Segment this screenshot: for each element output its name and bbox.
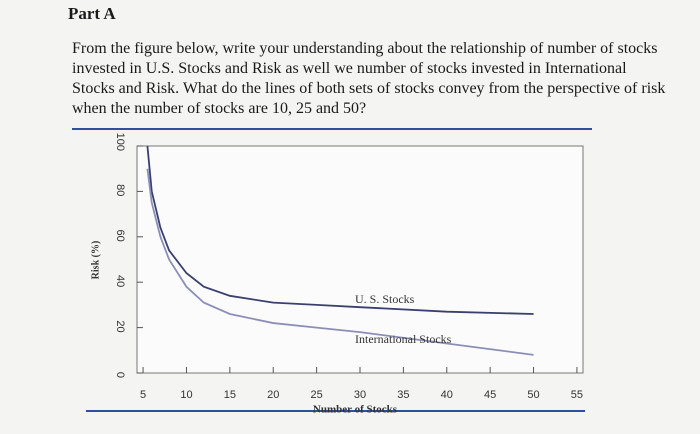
series-line [146,145,534,315]
y-tick-label: 20 [114,320,126,332]
x-tick-label: 40 [441,389,453,401]
x-axis-label: Number of Stocks [313,404,398,416]
y-tick-label: 60 [114,230,126,242]
plot-frame [136,145,584,374]
part-title: Part A [68,4,116,23]
x-tick-label: 55 [571,389,583,401]
y-tick-label: 80 [114,184,126,196]
y-tick-label: 100 [114,133,126,151]
x-tick-label: 25 [310,389,322,401]
x-tick-label: 15 [224,389,236,401]
y-tick-label: 0 [114,372,126,378]
y-axis-label: Risk (%) [90,241,101,280]
question-text: From the figure below, write your unders… [72,40,666,117]
x-tick-label: 50 [527,389,539,401]
x-tick-label: 5 [140,389,146,401]
y-tick-label: 40 [114,275,126,287]
x-tick-label: 10 [180,389,192,401]
x-tick-label: 20 [267,389,279,401]
x-tick-label: 30 [354,389,366,401]
series-label: U. S. Stocks [355,292,415,306]
series-line [146,168,534,356]
x-tick-label: 35 [397,389,409,401]
x-tick-label: 45 [484,389,496,401]
series-label: International Stocks [355,332,452,346]
